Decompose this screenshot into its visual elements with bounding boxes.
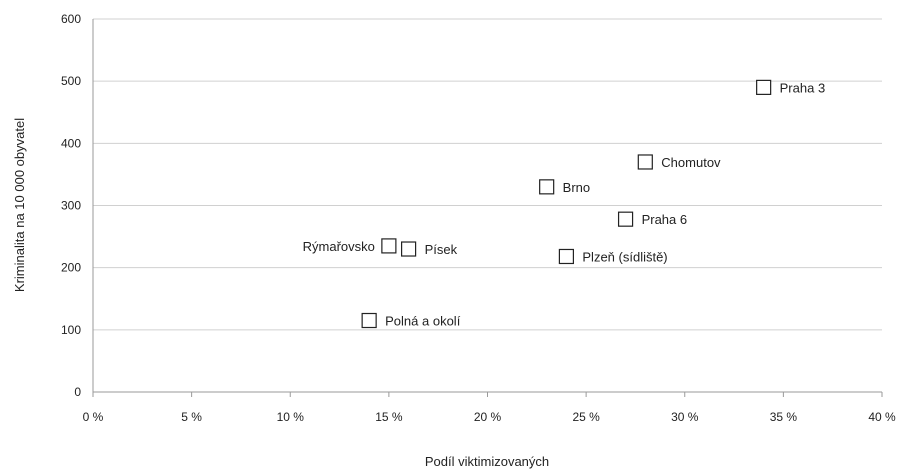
gridlines: [93, 18, 882, 331]
y-tick-label: 0: [74, 385, 81, 399]
data-point-label: Plzeň (sídliště): [582, 249, 667, 264]
data-point-label: Praha 6: [642, 212, 688, 227]
data-point-label: Brno: [563, 180, 590, 195]
x-tick-label: 35 %: [770, 410, 798, 424]
y-tick-label: 100: [61, 323, 81, 337]
data-point: [756, 79, 772, 95]
data-point: [558, 248, 575, 265]
data-point: [381, 238, 397, 254]
data-point-label: Chomutov: [661, 155, 721, 170]
data-point: [539, 179, 555, 195]
y-tick-label: 600: [61, 12, 81, 26]
x-tick-label: 40 %: [868, 410, 896, 424]
point-labels: Praha 3 Chomutov Brno Praha 6 Rýmařovsko Píse…: [303, 80, 826, 328]
data-point-label: Písek: [425, 242, 458, 257]
data-point-label: Polná a okolí: [385, 314, 461, 329]
y-tick-label: 400: [61, 136, 81, 150]
x-tick-label: 0 %: [83, 410, 104, 424]
y-tick-label: 300: [61, 199, 81, 213]
axes: [92, 19, 883, 397]
x-axis-title: Podíl viktimizovaných: [425, 454, 549, 469]
x-tick-label: 30 %: [671, 410, 699, 424]
data-points: [361, 79, 772, 329]
y-axis-title: Kriminalita na 10 000 obyvatel: [12, 118, 27, 292]
data-point: [401, 241, 417, 257]
y-tick-label: 500: [61, 74, 81, 88]
data-point-label: Rýmařovsko: [303, 239, 375, 254]
tick-labels: 0 100 200 300 400 500 600 0 % 5 % 10 % 15 % 20 % 25 …: [61, 12, 896, 424]
x-tick-label: 25 %: [572, 410, 600, 424]
data-point: [617, 211, 634, 227]
x-tick-label: 5 %: [181, 410, 202, 424]
x-tick-label: 15 %: [375, 410, 403, 424]
data-point: [361, 312, 377, 329]
data-point-label: Praha 3: [780, 80, 826, 95]
x-tick-label: 20 %: [474, 410, 502, 424]
x-tick-label: 10 %: [277, 410, 305, 424]
y-tick-label: 200: [61, 261, 81, 275]
data-point: [637, 154, 653, 170]
